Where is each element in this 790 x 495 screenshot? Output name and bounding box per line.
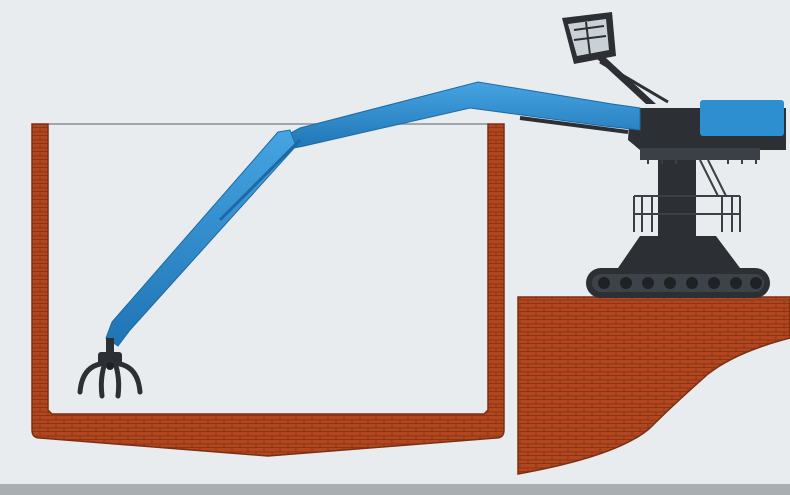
footer-bar: [0, 484, 790, 495]
operator-cab: [562, 12, 616, 64]
ship-hold: [31, 123, 505, 457]
grab: [77, 338, 143, 399]
boom: [277, 81, 641, 151]
upperstructure: [628, 100, 786, 164]
stick: [105, 129, 297, 347]
material-handler: [77, 12, 786, 399]
access-platform: [633, 159, 741, 232]
quay-wall: [517, 296, 790, 475]
stick-cylinder: [218, 138, 302, 222]
ship-hold-hull: [31, 123, 505, 457]
crawler-tracks: [586, 268, 770, 298]
boom-cylinder: [519, 116, 629, 134]
undercarriage: [618, 236, 740, 268]
